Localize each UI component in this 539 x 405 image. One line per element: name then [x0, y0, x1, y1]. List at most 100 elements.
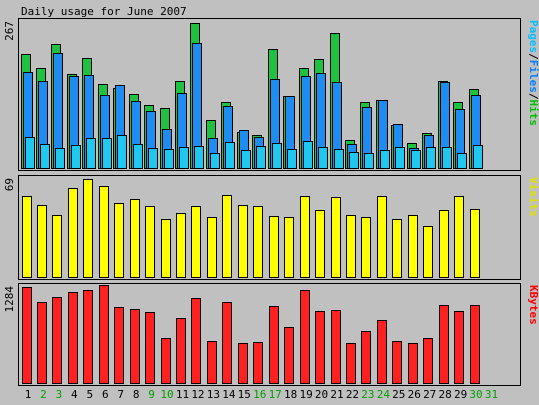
bar-visits-day-7: [114, 203, 124, 278]
bar-pages-day-3: [55, 148, 65, 169]
bar-visits-day-1: [22, 196, 32, 278]
bar-kbytes-day-6: [99, 285, 109, 384]
bar-kbytes-day-24: [377, 320, 387, 384]
bar-pages-day-12: [194, 146, 204, 169]
bar-visits-day-17: [269, 216, 279, 278]
bar-kbytes-day-11: [176, 318, 186, 384]
bar-kbytes-day-21: [331, 310, 341, 384]
bar-pages-day-30: [473, 145, 483, 169]
bar-pages-day-16: [256, 146, 266, 169]
bar-visits-day-6: [99, 186, 109, 278]
legend: KBytes: [527, 285, 539, 325]
legend-entry: /: [527, 53, 539, 60]
bar-kbytes-day-26: [408, 343, 418, 384]
bar-pages-day-24: [380, 150, 390, 169]
bar-visits-day-11: [176, 213, 186, 278]
bar-visits-day-5: [83, 179, 93, 278]
bar-visits-day-9: [145, 206, 155, 278]
bar-kbytes-day-3: [52, 297, 62, 384]
bar-pages-day-4: [71, 145, 81, 169]
x-tick-label-day-15: 15: [238, 388, 251, 401]
x-tick-label-day-22: 22: [346, 388, 359, 401]
x-tick-label-day-20: 20: [315, 388, 328, 401]
x-tick-label-day-23: 23: [361, 388, 374, 401]
x-tick-label-day-14: 14: [222, 388, 236, 401]
bar-pages-day-29: [457, 153, 467, 169]
bar-visits-day-12: [191, 206, 201, 278]
x-tick-label-day-16: 16: [253, 388, 266, 401]
x-tick-label-day-27: 27: [423, 388, 436, 401]
bar-pages-day-10: [164, 149, 174, 169]
bar-kbytes-day-7: [114, 307, 124, 384]
bar-pages-day-18: [287, 149, 297, 169]
bar-pages-day-2: [40, 144, 50, 169]
bar-pages-day-11: [179, 147, 189, 169]
bar-pages-day-6: [102, 138, 112, 169]
bar-visits-day-4: [68, 188, 78, 278]
bar-pages-day-1: [25, 137, 35, 169]
bar-pages-day-7: [117, 135, 127, 169]
bar-visits-day-27: [423, 226, 433, 278]
bar-visits-day-29: [454, 196, 464, 278]
bar-visits-day-13: [207, 217, 217, 278]
bar-kbytes-day-4: [68, 292, 78, 384]
bar-pages-day-9: [148, 148, 158, 169]
x-tick-label-day-6: 6: [102, 388, 109, 401]
bar-kbytes-day-27: [423, 338, 433, 384]
x-tick-label-day-5: 5: [86, 388, 93, 401]
bar-visits-day-3: [52, 215, 62, 278]
x-tick-label-day-28: 28: [439, 388, 452, 401]
bar-visits-day-25: [392, 219, 402, 278]
legend-entry: Pages: [527, 20, 539, 53]
chart-title: Daily usage for June 2007: [21, 5, 187, 18]
legend: Visits: [527, 177, 539, 217]
x-tick-label-day-9: 9: [148, 388, 155, 401]
bar-kbytes-day-15: [238, 343, 248, 384]
bar-pages-day-21: [334, 149, 344, 169]
x-tick-label-day-21: 21: [330, 388, 343, 401]
x-tick-label-day-7: 7: [117, 388, 124, 401]
bar-kbytes-day-2: [37, 302, 47, 384]
x-tick-label-day-10: 10: [160, 388, 173, 401]
bar-visits-day-22: [346, 215, 356, 278]
bar-kbytes-day-25: [392, 341, 402, 384]
legend-entry: /: [527, 93, 539, 100]
bar-visits-day-15: [238, 205, 248, 278]
bar-visits-day-21: [331, 197, 341, 278]
bar-pages-day-19: [303, 141, 313, 169]
legend-entry: Files: [527, 60, 539, 93]
x-tick-label-day-13: 13: [207, 388, 220, 401]
bar-pages-day-15: [241, 150, 251, 169]
bar-kbytes-day-13: [207, 341, 217, 384]
legend-entry: Visits: [527, 177, 539, 217]
x-tick-label-day-17: 17: [269, 388, 282, 401]
x-tick-label-day-8: 8: [133, 388, 140, 401]
bar-kbytes-day-17: [269, 306, 279, 384]
bar-kbytes-day-14: [222, 302, 232, 384]
legend: Pages/Files/Hits: [527, 20, 539, 126]
bar-kbytes-day-10: [161, 338, 171, 384]
bar-visits-day-23: [361, 217, 371, 278]
x-tick-label-day-12: 12: [191, 388, 204, 401]
y-axis-max-label: 1284: [3, 286, 16, 313]
bar-pages-day-5: [86, 138, 96, 169]
bar-visits-day-18: [284, 217, 294, 278]
x-axis-tick-labels: 1 2 3 4 5 6 7 8 9 10 11 12 13 14 15 16 17 18 19 20 21 22 23 24 2…: [25, 388, 498, 401]
bar-visits-day-30: [470, 209, 480, 278]
bar-pages-day-8: [133, 144, 143, 169]
bar-visits-day-24: [377, 196, 387, 278]
bar-kbytes-day-20: [315, 311, 325, 384]
bar-visits-day-26: [408, 215, 418, 278]
bar-pages-day-14: [225, 142, 235, 169]
bar-kbytes-day-5: [83, 290, 93, 384]
bar-visits-day-14: [222, 195, 232, 278]
legend-entry: Hits: [527, 100, 539, 127]
bar-kbytes-day-19: [300, 290, 310, 384]
bar-visits-day-28: [439, 210, 449, 278]
x-tick-label-day-24: 24: [377, 388, 391, 401]
x-tick-label-day-4: 4: [71, 388, 78, 401]
bar-pages-day-23: [364, 153, 374, 169]
x-tick-label-day-3: 3: [56, 388, 63, 401]
x-tick-label-day-19: 19: [299, 388, 312, 401]
bar-pages-day-13: [210, 153, 220, 169]
